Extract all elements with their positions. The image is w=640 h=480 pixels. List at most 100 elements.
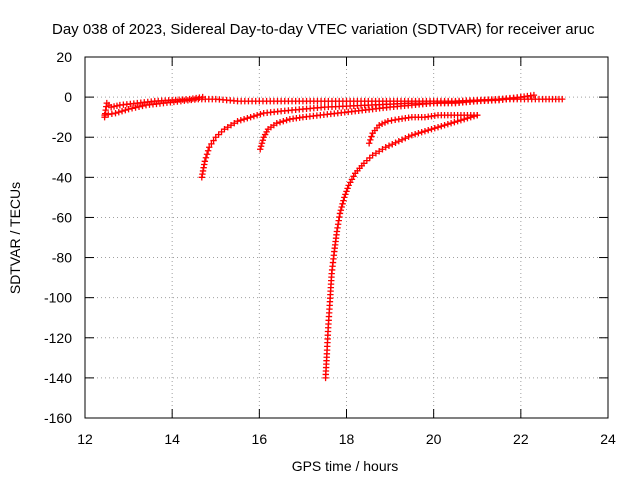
data-point [201, 158, 209, 165]
data-point [431, 124, 438, 132]
data-point [107, 103, 115, 111]
data-point [441, 121, 448, 129]
data-point [125, 105, 132, 113]
data-point [405, 133, 412, 140]
data-point [369, 152, 376, 159]
y-tick-label: -40 [52, 169, 72, 185]
data-point [132, 104, 139, 111]
data-point [411, 131, 419, 138]
data-point [237, 116, 245, 124]
data-point [199, 93, 206, 101]
data-point [382, 144, 389, 151]
data-point [208, 140, 215, 148]
data-point [365, 140, 373, 147]
data-point [336, 210, 344, 217]
data-point [415, 130, 422, 137]
data-point [113, 102, 121, 110]
data-points [101, 91, 566, 382]
data-point [283, 116, 290, 124]
data-point [338, 203, 345, 211]
y-tick-label: -80 [52, 250, 72, 266]
series-track-e [365, 111, 481, 147]
series-track-b [101, 93, 206, 121]
x-tick-label: 14 [164, 431, 180, 447]
data-point [273, 119, 280, 127]
data-point [257, 110, 264, 118]
grid-lines [85, 57, 608, 418]
x-axis-label: GPS time / hours [292, 458, 399, 474]
data-point [339, 200, 346, 208]
data-point [110, 103, 118, 110]
data-point [139, 102, 146, 110]
y-tick-label: -140 [44, 370, 72, 386]
data-point [257, 143, 265, 150]
data-point [378, 120, 386, 128]
data-point [425, 127, 432, 134]
data-point [340, 197, 347, 204]
data-point [250, 112, 258, 120]
data-point [381, 119, 389, 126]
data-point [210, 137, 217, 144]
data-point [221, 126, 228, 133]
data-point [530, 91, 538, 99]
y-tick-label: -160 [44, 410, 72, 426]
data-point [470, 112, 478, 120]
data-point [257, 146, 264, 153]
data-point [375, 148, 383, 155]
data-point [367, 136, 374, 144]
chart-title: Day 038 of 2023, Sidereal Day-to-day VTE… [52, 21, 595, 38]
data-point [258, 140, 266, 147]
data-point [467, 113, 474, 121]
data-point [384, 117, 392, 125]
data-point [447, 119, 455, 127]
data-point [454, 117, 461, 125]
data-point [474, 111, 481, 119]
data-point [206, 144, 213, 151]
tick-labels: 12 14 16 18 20 22 24 20 0 -20 -40 -60 -80 -100 -120 -14… [44, 49, 616, 447]
x-tick-label: 16 [252, 431, 268, 447]
data-point [392, 139, 399, 146]
data-point [395, 138, 402, 145]
y-tick-label: 0 [64, 89, 72, 105]
data-point [375, 121, 383, 129]
data-point [234, 117, 241, 125]
data-point [421, 128, 429, 135]
data-point [115, 108, 122, 116]
data-point [444, 120, 452, 128]
data-point [227, 121, 235, 129]
data-point [388, 117, 395, 124]
data-point [337, 207, 345, 214]
data-point [240, 115, 248, 123]
y-axis-label: SDTVAR / TECUs [7, 182, 23, 294]
data-point [204, 147, 212, 154]
data-point [344, 185, 351, 192]
data-point [118, 107, 126, 115]
x-tick-label: 12 [77, 431, 93, 447]
y-tick-label: -20 [52, 129, 72, 145]
data-point [342, 191, 349, 198]
data-point [464, 114, 471, 122]
data-point [343, 188, 350, 195]
data-point [460, 115, 468, 123]
y-tick-label: -100 [44, 290, 72, 306]
axis-ticks [84, 56, 609, 419]
data-point [108, 110, 116, 118]
data-point [341, 194, 348, 201]
data-point [402, 135, 409, 142]
data-point [280, 117, 287, 125]
data-point [224, 123, 231, 131]
data-point [457, 116, 465, 124]
data-point [203, 151, 211, 158]
x-tick-label: 18 [339, 431, 355, 447]
data-point [259, 137, 267, 144]
data-point [253, 111, 261, 119]
data-point [559, 95, 566, 103]
data-point [112, 109, 119, 117]
data-point [428, 126, 435, 133]
data-point [244, 114, 251, 122]
data-point [231, 119, 238, 127]
x-tick-label: 24 [600, 431, 616, 447]
series-track-d [257, 91, 538, 153]
